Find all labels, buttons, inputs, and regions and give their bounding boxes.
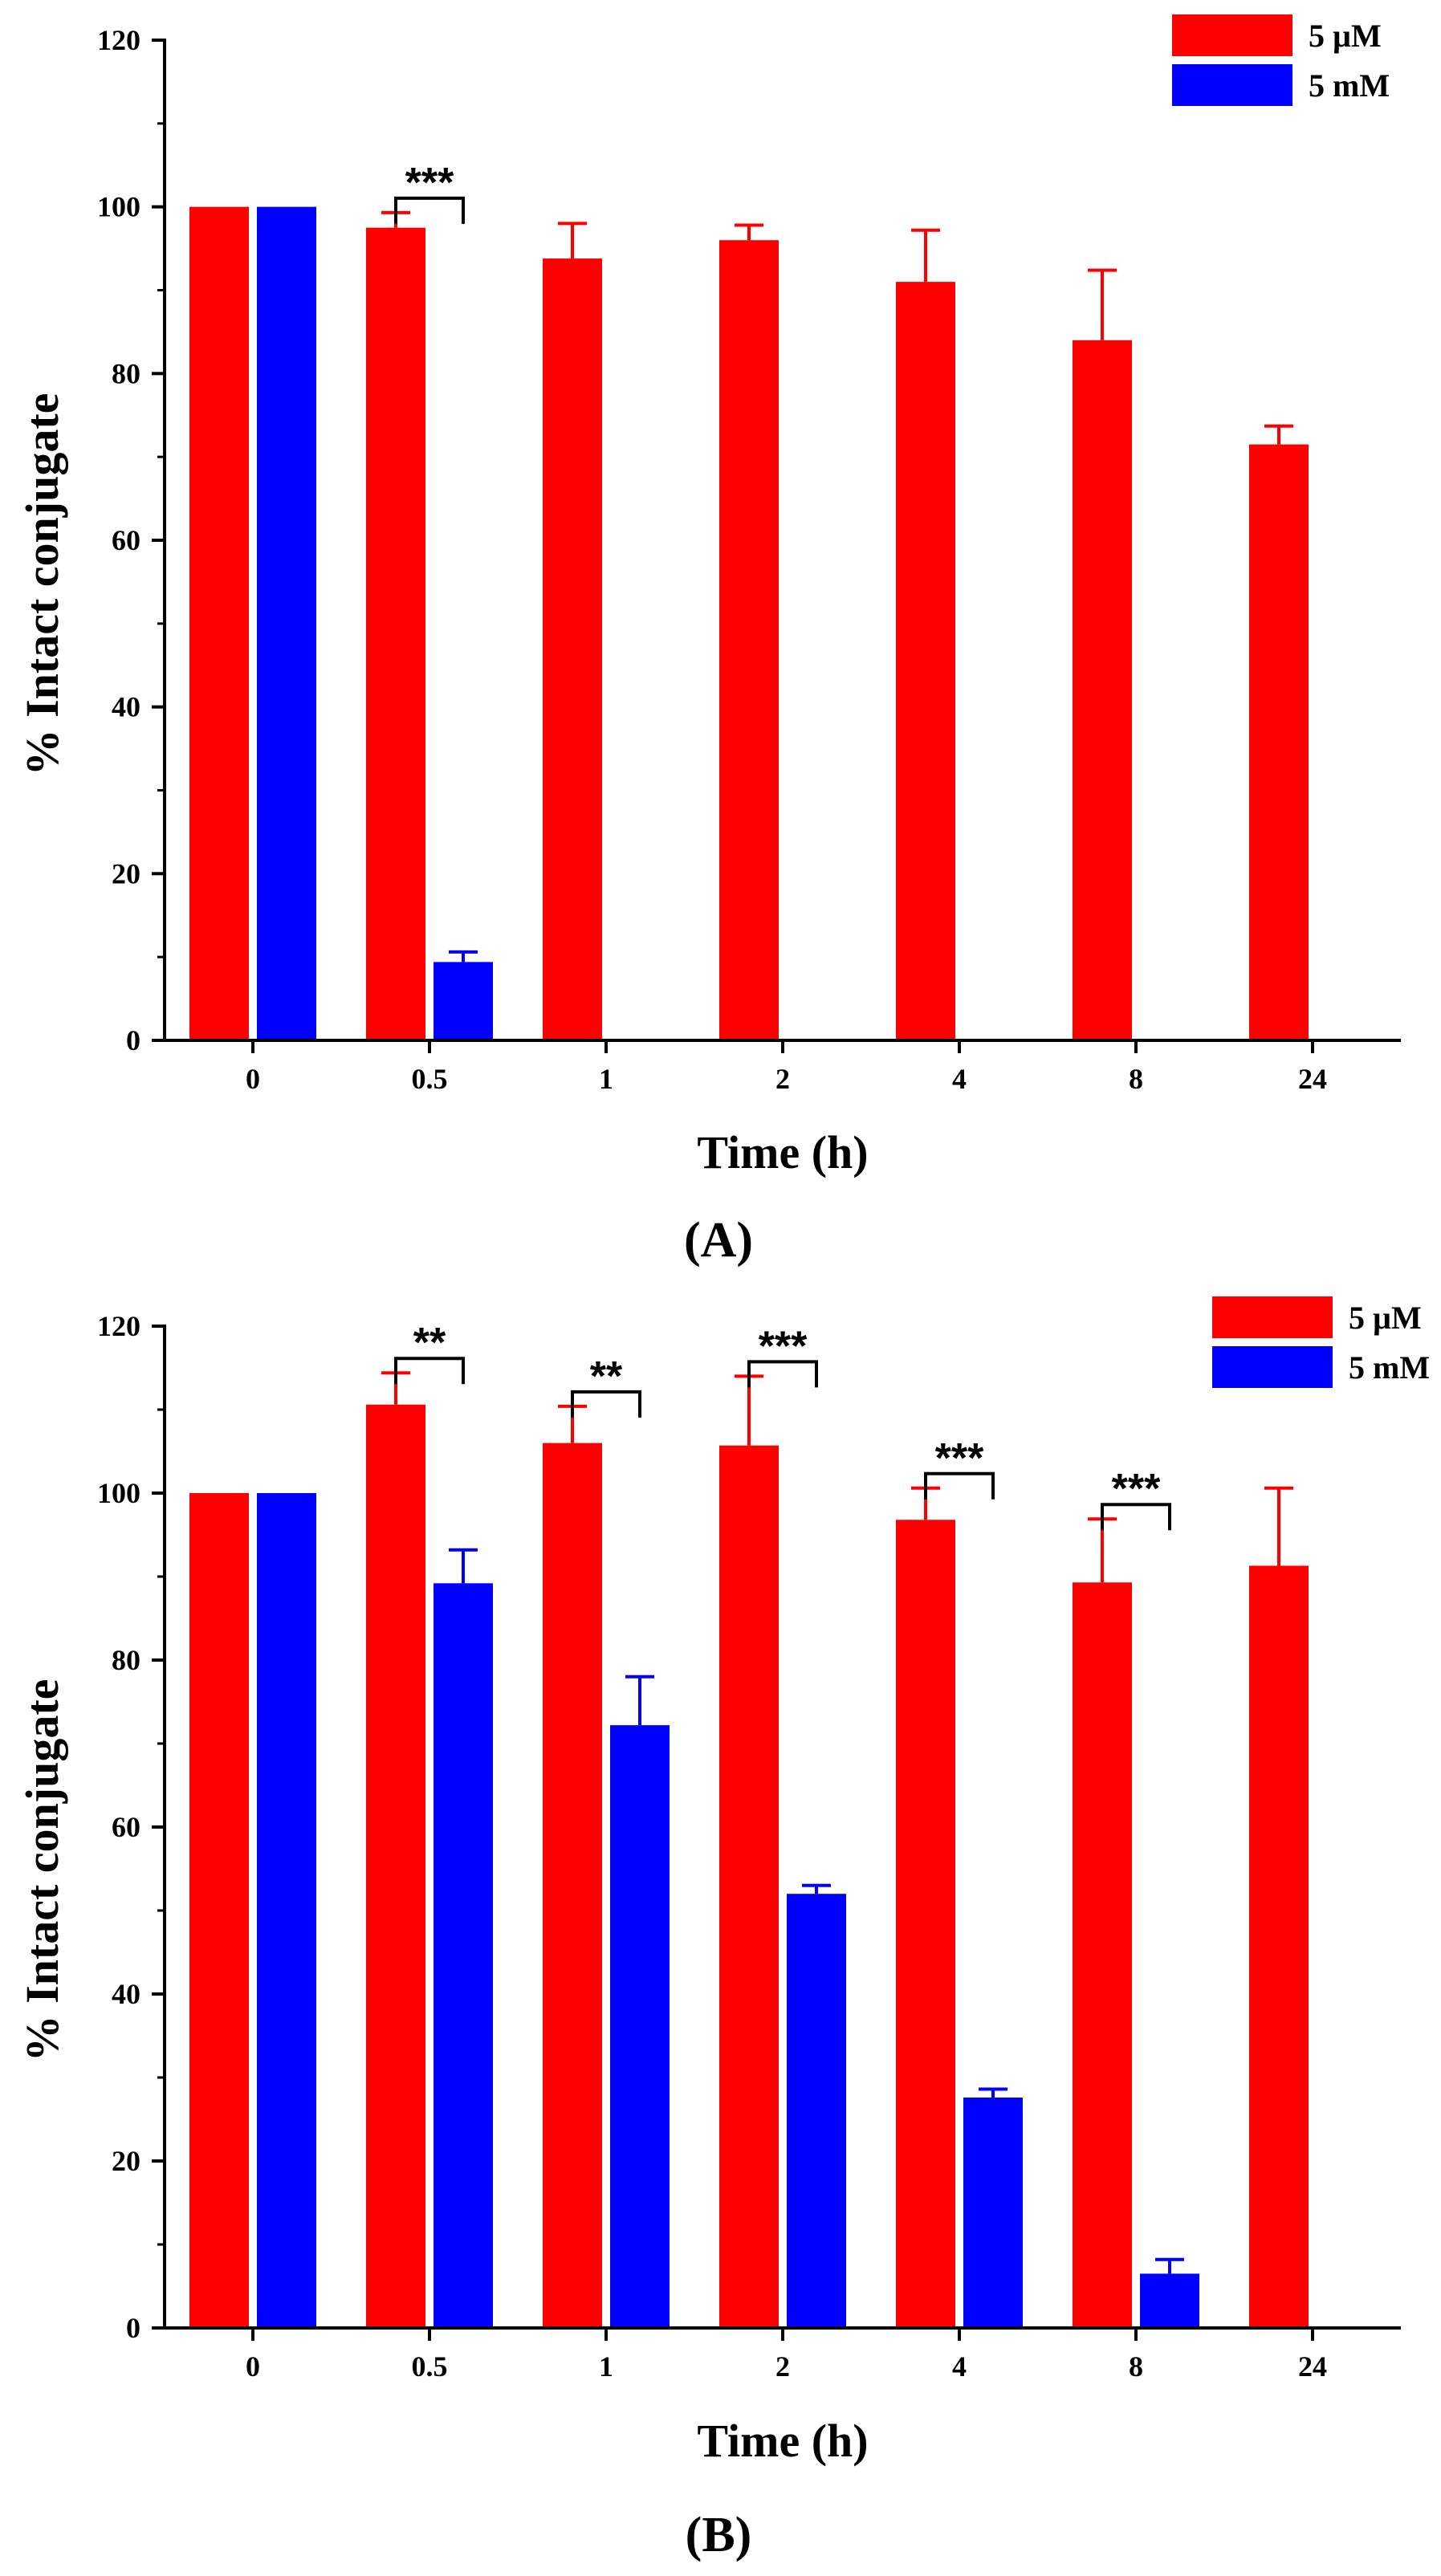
y-tick-label-60: 60 (112, 524, 140, 556)
bar-5uM-0.5 (366, 227, 425, 1040)
legend-swatch-0 (1172, 14, 1292, 56)
legend-label-0: 5 µM (1349, 1300, 1422, 1336)
bar-5uM-8 (1073, 1582, 1132, 2328)
bar-5uM-1 (543, 258, 602, 1040)
bar-5mM-8 (1140, 2273, 1199, 2328)
legend-swatch-1 (1172, 64, 1292, 106)
bar-5uM-2 (719, 240, 779, 1040)
significance-label-0.5: *** (405, 160, 454, 206)
significance-label-2: *** (759, 1323, 808, 1369)
significance-label-4: *** (935, 1435, 984, 1482)
x-tick-label-0: 0 (246, 2350, 260, 2383)
x-tick-label-0: 0 (246, 1063, 260, 1095)
legend-label-1: 5 mM (1349, 1349, 1430, 1386)
y-tick-label-20: 20 (112, 2145, 140, 2177)
legend: 5 µM 5 mM (1212, 1296, 1430, 1388)
legend-label-0: 5 µM (1309, 18, 1382, 54)
x-tick-label-8: 8 (1129, 2350, 1143, 2383)
panel-label: (A) (684, 1213, 753, 1268)
bar-5uM-4 (896, 1520, 955, 2328)
x-tick-label-24: 24 (1298, 1063, 1327, 1095)
y-tick-label-80: 80 (112, 357, 140, 389)
bar-5mM-0.5 (434, 962, 493, 1040)
significance-group: *** (394, 160, 465, 224)
bar-5uM-24 (1249, 1565, 1309, 2328)
legend-label-1: 5 mM (1309, 67, 1390, 104)
y-tick-label-40: 40 (112, 691, 140, 723)
y-tick-label-20: 20 (112, 857, 140, 889)
bar-5mM-4 (963, 2097, 1023, 2328)
bar-5mM-1 (610, 1725, 670, 2328)
significance-label-8: *** (1112, 1466, 1161, 1512)
significance-group: ************* (394, 1320, 1171, 1531)
significance-bracket-4 (924, 1471, 995, 1500)
y-tick-label-0: 0 (126, 2312, 140, 2344)
y-tick-label-120: 120 (97, 1310, 140, 1342)
bar-5mM-2 (787, 1894, 846, 2328)
bar-5uM-24 (1249, 444, 1309, 1040)
significance-bracket-0.5 (394, 1357, 465, 1385)
y-tick-label-0: 0 (126, 1024, 140, 1056)
bar-5uM-8 (1073, 340, 1132, 1040)
significance-bracket-0.5 (394, 196, 465, 224)
bar-5uM-4 (896, 282, 955, 1040)
y-tick-label-40: 40 (112, 1978, 140, 2010)
x-tick-label-24: 24 (1298, 2350, 1327, 2383)
bar-5uM-0 (189, 206, 249, 1041)
x-tick-label-8: 8 (1129, 1063, 1143, 1095)
x-tick-label-4: 4 (952, 1063, 967, 1095)
y-tick-label-80: 80 (112, 1644, 140, 1676)
bar-5mM-0 (257, 1493, 316, 2328)
x-tick-label-4: 4 (952, 2350, 967, 2383)
y-tick-label-100: 100 (97, 191, 140, 223)
error-bars-group (381, 210, 1293, 962)
bar-5uM-0 (189, 1493, 249, 2328)
significance-bracket-2 (747, 1360, 818, 1388)
significance-bracket-8 (1101, 1503, 1171, 1531)
x-axis-title: Time (h) (697, 2415, 868, 2467)
panel-label: (B) (686, 2508, 752, 2562)
y-axis-title: % Intact conjugate (16, 1679, 68, 2062)
bar-5mM-0 (257, 206, 316, 1041)
x-tick-label-0.5: 0.5 (412, 2350, 448, 2383)
significance-label-0.5: ** (413, 1320, 446, 1366)
x-axis-title: Time (h) (697, 1126, 868, 1178)
significance-bracket-1 (571, 1390, 641, 1418)
y-axis-title: % Intact conjugate (16, 393, 68, 776)
y-tick-label-120: 120 (97, 24, 140, 56)
significance-label-1: ** (590, 1353, 623, 1400)
x-tick-label-2: 2 (775, 1063, 790, 1095)
x-tick-label-1: 1 (599, 1063, 613, 1095)
bars-group (189, 206, 1309, 1041)
legend: 5 µM 5 mM (1172, 14, 1390, 106)
legend-swatch-0 (1212, 1296, 1333, 1338)
y-tick-label-100: 100 (97, 1477, 140, 1509)
x-tick-label-0.5: 0.5 (412, 1063, 448, 1095)
bar-5mM-0.5 (434, 1583, 493, 2328)
bar-5uM-2 (719, 1445, 779, 2328)
x-tick-label-2: 2 (775, 2350, 790, 2383)
y-tick-label-60: 60 (112, 1811, 140, 1843)
x-tick-label-1: 1 (599, 2350, 613, 2383)
bar-5uM-1 (543, 1443, 602, 2328)
bars-group (189, 1404, 1309, 2328)
legend-swatch-1 (1212, 1346, 1333, 1388)
bar-5uM-0.5 (366, 1404, 425, 2328)
